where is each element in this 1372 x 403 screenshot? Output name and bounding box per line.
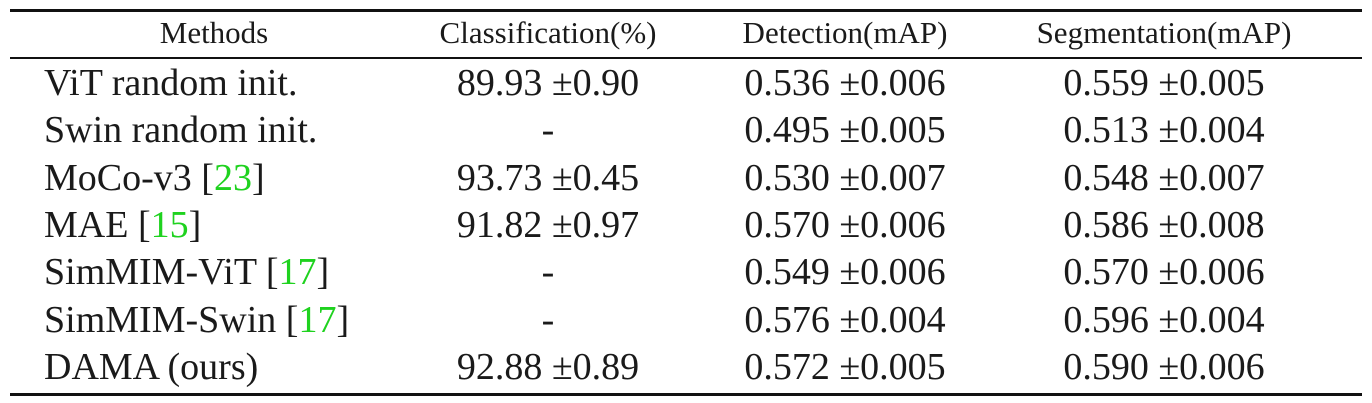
- header-detection: Detection(mAP): [742, 15, 948, 50]
- method-cell: MoCo-v3 [23]: [44, 159, 265, 197]
- header-methods: Methods: [159, 15, 269, 50]
- citation-link[interactable]: 17: [278, 251, 317, 293]
- segmentation-cell: 0.570 ±0.006: [1063, 251, 1265, 293]
- header-segmentation: Segmentation(mAP): [1036, 15, 1292, 50]
- classification-cell: 91.82 ±0.97: [456, 204, 640, 246]
- citation-link[interactable]: 15: [150, 204, 189, 246]
- segmentation-cell: 0.590 ±0.006: [1063, 346, 1265, 388]
- classification-cell: -: [541, 299, 555, 341]
- method-name: MAE: [44, 204, 138, 246]
- classification-cell: -: [541, 251, 555, 293]
- cite-bracket-close: ]: [188, 204, 202, 246]
- cite-bracket-open: [: [265, 251, 279, 293]
- method-name: DAMA (ours): [44, 346, 259, 388]
- segmentation-cell: 0.596 ±0.004: [1063, 299, 1265, 341]
- method-cell: ViT random init.: [44, 64, 298, 102]
- method-name: SimMIM-ViT: [44, 251, 266, 293]
- method-name: Swin random init.: [44, 109, 318, 151]
- method-cell: DAMA (ours): [44, 348, 258, 386]
- segmentation-cell: 0.548 ±0.007: [1063, 157, 1265, 199]
- cite-bracket-close: ]: [316, 251, 330, 293]
- segmentation-cell: 0.559 ±0.005: [1063, 62, 1265, 104]
- segmentation-cell: 0.586 ±0.008: [1063, 204, 1265, 246]
- table-header-rule: [10, 57, 1362, 59]
- detection-cell: 0.495 ±0.005: [744, 109, 946, 151]
- cite-bracket-open: [: [285, 299, 299, 341]
- table-bottom-rule: [10, 393, 1362, 396]
- cite-bracket-open: [: [201, 157, 214, 199]
- citation-link[interactable]: 23: [213, 157, 252, 199]
- classification-cell: -: [541, 109, 555, 151]
- header-classification: Classification(%): [439, 15, 657, 50]
- method-cell: SimMIM-Swin [17]: [44, 301, 349, 339]
- citation-link[interactable]: 17: [298, 299, 337, 341]
- detection-cell: 0.530 ±0.007: [744, 157, 946, 199]
- detection-cell: 0.570 ±0.006: [744, 204, 946, 246]
- table-top-rule: [10, 9, 1362, 12]
- cite-bracket-open: [: [137, 204, 151, 246]
- method-cell: MAE [15]: [44, 206, 201, 244]
- method-cell: SimMIM-ViT [17]: [44, 253, 329, 291]
- method-cell: Swin random init.: [44, 111, 317, 149]
- cite-bracket-close: ]: [336, 299, 350, 341]
- cite-bracket-close: ]: [251, 157, 265, 199]
- detection-cell: 0.572 ±0.005: [744, 346, 946, 388]
- method-name: SimMIM-Swin: [44, 299, 286, 341]
- method-name: ViT random init.: [44, 62, 298, 104]
- segmentation-cell: 0.513 ±0.004: [1063, 109, 1265, 151]
- method-name: MoCo-v3: [44, 157, 202, 199]
- detection-cell: 0.576 ±0.004: [744, 299, 946, 341]
- detection-cell: 0.536 ±0.006: [744, 62, 946, 104]
- classification-cell: 89.93 ±0.90: [456, 62, 640, 104]
- classification-cell: 93.73 ±0.45: [456, 157, 640, 199]
- detection-cell: 0.549 ±0.006: [744, 251, 946, 293]
- classification-cell: 92.88 ±0.89: [456, 346, 640, 388]
